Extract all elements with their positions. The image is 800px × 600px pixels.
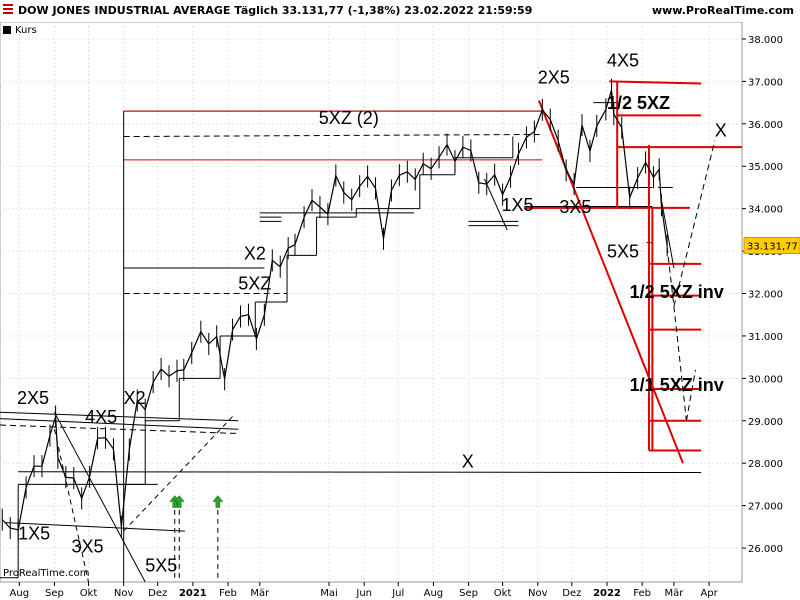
trend-line <box>483 178 508 231</box>
support-line <box>0 418 239 430</box>
trend-line <box>54 412 146 583</box>
x-tick-label: Sep <box>459 588 478 599</box>
annotation-label: 1/2 5XZ inv <box>630 282 724 302</box>
x-tick-label: Aug <box>424 588 444 599</box>
legend-swatch <box>3 26 11 34</box>
y-tick-label: 32.000 <box>748 290 783 301</box>
annotation-label: X2 <box>124 388 146 408</box>
legend-label: Kurs <box>15 24 37 36</box>
x-tick-label: Mai <box>320 588 338 599</box>
up-arrow-icon <box>173 495 185 508</box>
annotation-label: 5XZ (2) <box>319 108 379 128</box>
trend-line <box>5 522 185 532</box>
projection-dash <box>673 140 716 307</box>
x-tick-label: 2022 <box>593 588 621 599</box>
x-tick-label: Aug <box>10 588 30 599</box>
x-tick-label: Mär <box>664 588 684 599</box>
red-level <box>609 80 702 85</box>
annotation-label: 1X5 <box>501 195 533 215</box>
annotation-label: 5X5 <box>607 241 639 261</box>
trend-dash <box>123 416 233 532</box>
annotation-label: 5X5 <box>145 555 177 575</box>
annotation-label: 3X5 <box>559 197 591 217</box>
x-tick-label: Feb <box>219 588 237 599</box>
red-fan-line <box>537 100 684 464</box>
chart-header: DOW JONES INDUSTRIAL AVERAGE Täglich 33.… <box>0 0 800 22</box>
annotation-label: 1/1 5XZ inv <box>630 375 724 395</box>
x-tick-label: Nov <box>528 588 548 599</box>
annotation-label: 4X5 <box>85 407 117 427</box>
buy-signals <box>169 495 224 508</box>
x-tick-label: Okt <box>80 588 98 599</box>
axes: 26.000 27.000 28.000 29.000 30.000 31.000 32.0… <box>10 35 800 599</box>
y-tick-label: 30.000 <box>748 374 783 385</box>
y-tick-label: 29.000 <box>748 417 783 428</box>
y-tick-label: 36.000 <box>748 120 783 131</box>
support-dash <box>0 424 239 435</box>
annotation-label: 1/2 5XZ <box>607 93 670 113</box>
x-tick-label: Jun <box>355 588 372 599</box>
x-tick-label: Nov <box>114 588 134 599</box>
y-tick-label: 28.000 <box>748 459 783 470</box>
price-series <box>1 78 668 541</box>
chart-annotations: 5XZ (2) 2X5 4X5 1/2 5XZ X 1X5 3X5 5X5 1/2 5XZ in… <box>17 51 727 576</box>
frame-dash <box>123 133 543 138</box>
annotation-label: 2X5 <box>538 68 570 88</box>
y-tick-label: 31.000 <box>748 332 783 343</box>
x-tick-label: Okt <box>494 588 512 599</box>
annotation-label: 4X5 <box>607 51 639 71</box>
annotation-label: 1X5 <box>18 524 50 544</box>
support-line <box>0 411 239 422</box>
trend-dash <box>53 429 89 583</box>
annotation-label: X <box>715 121 727 141</box>
plot-frame <box>0 21 743 583</box>
brand-link[interactable]: www.ProRealTime.com <box>651 4 794 17</box>
menu-icon[interactable] <box>3 4 13 16</box>
x-tick-label: Feb <box>633 588 651 599</box>
last-price-tag <box>743 237 800 255</box>
analysis-lines <box>0 80 742 583</box>
legend: Kurs <box>3 23 37 37</box>
projection-dash <box>673 306 687 421</box>
annotation-label: X <box>462 451 474 471</box>
chart-title: DOW JONES INDUSTRIAL AVERAGE Täglich 33.… <box>18 4 533 17</box>
last-price-label: 33.131,77 <box>747 242 798 253</box>
y-tick-label: 35.000 <box>748 162 783 173</box>
y-tick-label: 27.000 <box>748 502 783 513</box>
x-tick-label: Mär <box>250 588 270 599</box>
y-tick-label: 38.000 <box>748 35 783 46</box>
y-tick-label: 26.000 <box>748 544 783 555</box>
price-line <box>1 89 668 531</box>
x-tick-label: Dez <box>562 588 581 599</box>
annotation-label: 2X5 <box>17 388 49 408</box>
x-line <box>18 471 702 474</box>
watermark: ProRealTime.com <box>3 568 90 579</box>
projection-dash <box>685 369 696 421</box>
y-tick-label: 34.000 <box>748 205 783 216</box>
x-tick-label: Sep <box>45 588 64 599</box>
y-tick-label: 37.000 <box>748 77 783 88</box>
annotation-label: 5XZ <box>238 273 271 293</box>
x-tick-label: Jul <box>391 588 404 599</box>
x-tick-label: Apr <box>700 588 718 599</box>
annotation-label: X2 <box>244 244 266 264</box>
up-arrow-icon <box>212 495 224 508</box>
annotation-label: 3X5 <box>71 536 103 556</box>
trend-line <box>660 200 675 269</box>
x-tick-label: Dez <box>148 588 167 599</box>
x-tick-label: 2021 <box>179 588 207 599</box>
